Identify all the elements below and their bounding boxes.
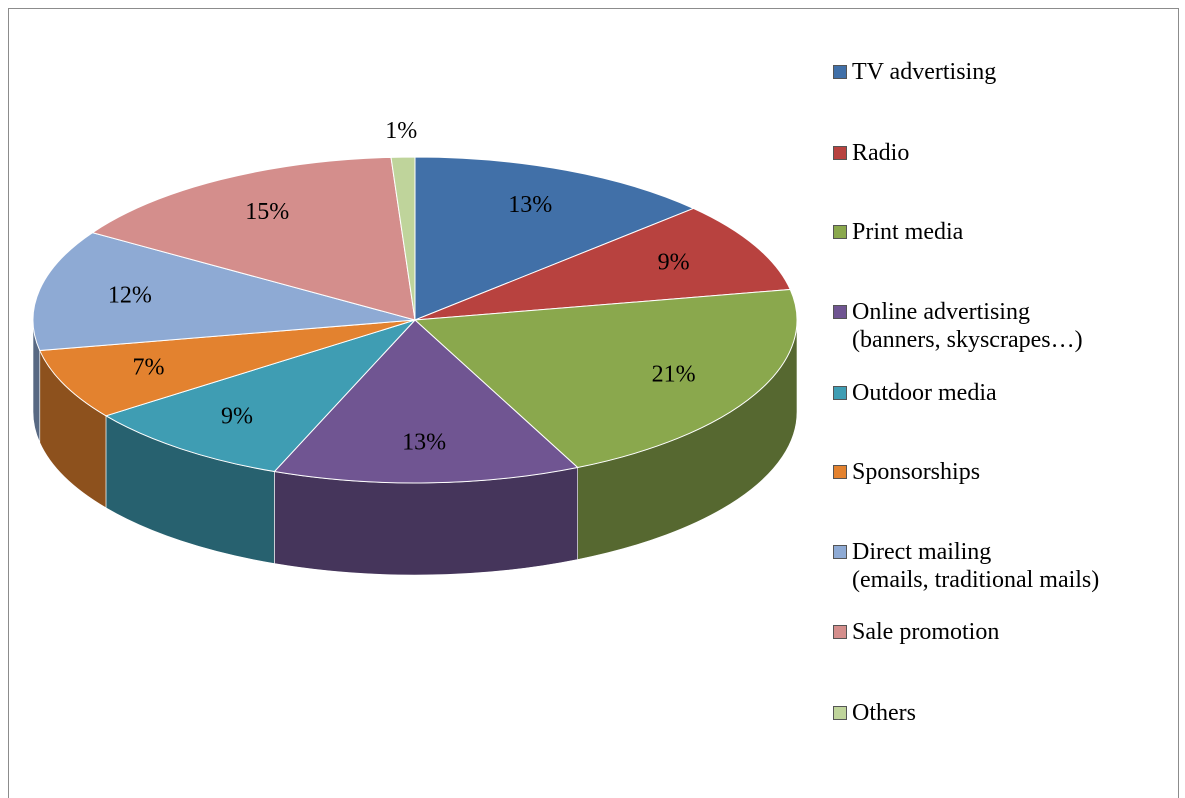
pie-slice — [414, 156, 695, 321]
data-label: 13% — [508, 192, 552, 218]
data-label: 21% — [652, 362, 696, 388]
legend-swatch — [833, 545, 847, 559]
pie-slice — [413, 288, 798, 469]
legend-label: Direct mailing (emails, traditional mail… — [852, 539, 1100, 593]
pie-slice — [273, 319, 579, 484]
legend-label: Sponsorships — [852, 459, 981, 485]
pie-slice — [32, 232, 416, 352]
data-label: 1% — [385, 118, 417, 144]
pie-slice — [104, 318, 417, 473]
pie-slice — [414, 207, 791, 321]
legend-swatch — [833, 625, 847, 639]
data-label: 13% — [402, 429, 446, 455]
pie-slice — [91, 156, 416, 321]
pie-slice — [39, 319, 416, 417]
pie-slice — [390, 156, 416, 321]
legend-label: Radio — [852, 140, 910, 166]
legend-swatch — [833, 225, 847, 239]
legend-swatch — [833, 65, 847, 79]
legend-label: Outdoor media — [852, 380, 997, 406]
legend-swatch — [833, 305, 847, 319]
pie-slice-side — [274, 467, 578, 576]
chart-frame — [8, 8, 1179, 798]
legend-label: Online advertising (banners, skyscrapes…… — [852, 299, 1083, 353]
legend-label: Print media — [852, 219, 964, 245]
legend-swatch — [833, 146, 847, 160]
data-label: 15% — [245, 199, 289, 225]
data-label: 12% — [108, 282, 152, 308]
data-label: 9% — [658, 249, 690, 275]
legend-label: TV advertising — [852, 59, 997, 85]
legend-swatch — [833, 706, 847, 720]
legend-swatch — [833, 386, 847, 400]
legend-label: Sale promotion — [852, 619, 1000, 645]
data-label: 9% — [221, 403, 253, 429]
legend-swatch — [833, 465, 847, 479]
data-label: 7% — [133, 355, 165, 381]
legend-label: Others — [852, 700, 916, 726]
